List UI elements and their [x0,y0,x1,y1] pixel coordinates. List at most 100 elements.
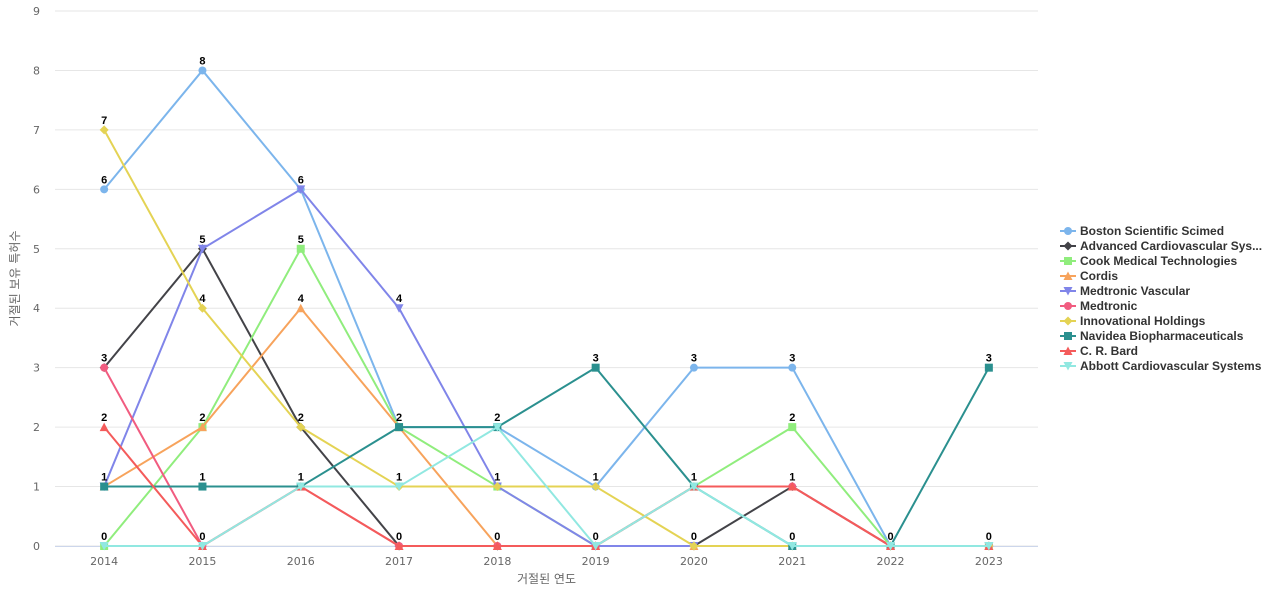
data-point[interactable] [100,185,109,194]
legend-label: Medtronic Vascular [1080,284,1190,298]
data-point[interactable] [984,363,993,372]
y-tick-label: 5 [33,243,40,256]
data-point[interactable] [787,542,797,551]
data-point[interactable] [197,303,207,313]
x-axis-ticks: 2014 2015 2016 2017 2018 2019 2020 2021 2022 2023 [90,555,1003,568]
legend-symbol[interactable] [1063,271,1073,281]
data-point[interactable] [591,363,600,372]
legend-symbol[interactable] [1063,346,1073,356]
data-point[interactable] [984,542,994,551]
legend-symbol[interactable] [1064,332,1072,340]
legend-item[interactable]: Advanced Cardiovascular Sys... [1060,239,1262,253]
data-label: 2 [199,412,205,424]
legend-symbol[interactable] [1063,316,1073,326]
legend-label: Navidea Biopharmaceuticals [1080,329,1244,343]
data-label: 1 [101,472,107,484]
data-label: 0 [691,531,697,543]
data-label: 0 [199,531,205,543]
legend-item[interactable]: Abbott Cardiovascular Systems [1060,359,1262,373]
legend-symbol[interactable] [1063,362,1073,371]
data-label: 6 [298,174,304,186]
data-point[interactable] [492,482,502,492]
series-10 [99,423,994,551]
data-point[interactable] [591,482,601,492]
data-label: 4 [199,293,206,305]
legend-label: Cordis [1080,269,1118,283]
data-label: 4 [396,293,403,305]
legend-item[interactable]: Medtronic Vascular [1060,284,1190,298]
data-point[interactable] [787,482,797,491]
data-point[interactable] [296,422,306,432]
data-label: 1 [494,472,500,484]
legend-label: Cook Medical Technologies [1080,254,1237,268]
data-point[interactable] [492,423,502,432]
legend-symbol[interactable] [1064,257,1072,265]
data-point[interactable] [296,303,306,313]
data-point[interactable] [197,542,207,551]
data-label: 2 [396,412,402,424]
series-line[interactable] [103,69,989,547]
x-tick-label: 2015 [188,555,216,568]
data-point[interactable] [395,423,404,432]
data-point[interactable] [689,363,698,372]
data-label: 2 [101,412,107,424]
legend-item[interactable]: Cook Medical Technologies [1060,254,1237,268]
data-label: 0 [986,531,992,543]
legend-symbol[interactable] [1064,302,1072,310]
legend-item[interactable]: C. R. Bard [1060,344,1138,358]
data-labels: 7 6 3 2 1 0 8 5 4 2 1 0 6 5 4 2 1 4 2 1 0 2 1 0 3 1 0 3 1 0 3 2 1 0 0 3 0 [101,55,992,543]
data-label: 0 [887,531,893,543]
data-point[interactable] [99,125,109,135]
y-tick-label: 9 [33,5,40,18]
data-point[interactable] [296,244,305,253]
x-tick-label: 2019 [582,555,610,568]
data-point[interactable] [394,304,404,313]
data-point[interactable] [198,482,207,491]
data-point[interactable] [689,541,699,551]
legend-label: Innovational Holdings [1080,314,1206,328]
legend-symbol[interactable] [1063,241,1073,251]
legend-item[interactable]: Navidea Biopharmaceuticals [1060,329,1244,343]
data-point[interactable] [296,185,306,194]
data-point[interactable] [492,541,502,551]
legend-item[interactable]: Boston Scientific Scimed [1060,224,1224,238]
x-tick-label: 2016 [287,555,315,568]
data-point[interactable] [99,422,109,432]
data-point[interactable] [197,422,207,432]
data-label: 7 [101,115,107,127]
data-label: 6 [101,174,107,186]
data-point[interactable] [394,482,404,492]
data-point[interactable] [394,541,404,551]
data-label: 1 [691,472,697,484]
legend-symbol[interactable] [1064,227,1072,235]
data-point[interactable] [100,363,109,372]
x-tick-label: 2017 [385,555,413,568]
data-point[interactable] [689,482,699,492]
legend-item[interactable]: Medtronic [1060,299,1138,313]
data-label: 5 [298,234,304,246]
series-line[interactable] [104,426,989,547]
data-label: 8 [199,55,205,67]
data-point[interactable] [788,363,797,372]
data-point[interactable] [197,244,207,254]
data-point[interactable] [591,542,601,551]
data-point[interactable] [886,542,896,551]
data-point[interactable] [296,482,306,492]
legend-label: Medtronic [1080,299,1138,313]
data-point[interactable] [99,542,109,551]
legend-item[interactable]: Cordis [1060,269,1118,283]
data-point[interactable] [788,423,797,432]
x-tick-label: 2018 [483,555,511,568]
y-axis-ticks: 0 1 2 3 4 5 6 7 8 9 [33,5,40,553]
y-tick-label: 4 [33,302,40,315]
data-point[interactable] [100,482,109,491]
data-label: 0 [101,531,107,543]
data-point[interactable] [198,66,207,75]
gridlines [55,10,1038,547]
data-label: 5 [199,234,205,246]
legend-item[interactable]: Innovational Holdings [1060,314,1206,328]
data-label: 3 [789,353,795,365]
data-label: 1 [789,472,795,484]
legend-symbol[interactable] [1063,287,1073,296]
